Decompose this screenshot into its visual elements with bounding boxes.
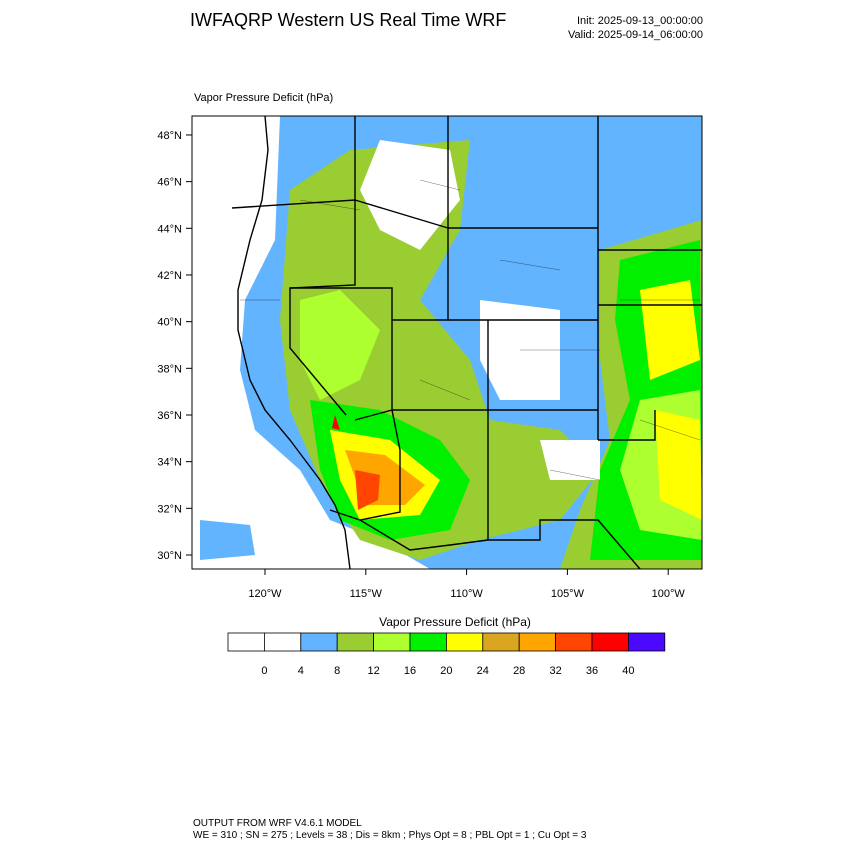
- colorbar-label: 16: [404, 665, 416, 677]
- colorbar-label: 20: [440, 665, 452, 677]
- lat-label: 38°N: [157, 363, 182, 375]
- colorbar-box: [373, 632, 411, 652]
- lat-label: 46°N: [157, 177, 182, 189]
- lat-label: 34°N: [157, 457, 182, 469]
- colorbar-label: 36: [586, 665, 598, 677]
- colorbar-label: 32: [549, 665, 561, 677]
- lon-label: 100°W: [652, 588, 686, 600]
- title: IWFAQRP Western US Real Time WRF: [190, 10, 506, 30]
- map-label: Vapor Pressure Deficit (hPa): [194, 92, 333, 104]
- lat-label: 30°N: [157, 550, 182, 562]
- colorbar-label: 40: [622, 665, 634, 677]
- colorbar-box: [263, 632, 302, 652]
- colorbar-box: [555, 632, 593, 652]
- map-field: [192, 116, 702, 569]
- colorbar-box: [518, 632, 557, 652]
- lat-label: 36°N: [157, 410, 182, 422]
- init-time: Init: 2025-09-13_00:00:00: [577, 15, 703, 27]
- lat-label: 32°N: [157, 503, 182, 515]
- colorbar-label: 4: [298, 665, 304, 677]
- lat-label: 40°N: [157, 317, 182, 329]
- colorbar: 0 4 8 12 16 20 24 28 32 36 40: [227, 632, 666, 677]
- lat-label: 48°N: [157, 130, 182, 142]
- colorbar-box: [227, 632, 265, 652]
- colorbar-box: [482, 632, 520, 652]
- colorbar-box: [591, 632, 629, 652]
- lon-label: 105°W: [551, 588, 585, 600]
- colorbar-box: [336, 632, 375, 652]
- lon-label: 120°W: [248, 588, 282, 600]
- lat-label: 42°N: [157, 270, 182, 282]
- colorbar-box: [409, 632, 447, 652]
- colorbar-label: 8: [334, 665, 340, 677]
- colorbar-title: Vapor Pressure Deficit (hPa): [379, 615, 531, 629]
- colorbar-label: 12: [367, 665, 379, 677]
- colorbar-label: 28: [513, 665, 525, 677]
- colorbar-label: 0: [261, 665, 267, 677]
- colorbar-label: 24: [477, 665, 489, 677]
- footer-line: OUTPUT FROM WRF V4.6.1 MODEL: [193, 818, 362, 829]
- colorbar-box: [300, 632, 338, 652]
- lat-label: 44°N: [157, 223, 182, 235]
- colorbar-box: [445, 632, 484, 652]
- colorbar-box: [628, 632, 666, 652]
- map-ticks: 30°N 32°N 34°N 36°N 38°N 40°N 42°N 44°N 46°N 48°N…: [157, 130, 685, 600]
- map-frame: [191, 115, 703, 570]
- valid-time: Valid: 2025-09-14_06:00:00: [568, 29, 703, 41]
- lon-label: 115°W: [350, 588, 383, 600]
- footer-line: WE = 310 ; SN = 275 ; Levels = 38 ; Dis …: [193, 830, 587, 841]
- lon-label: 110°W: [450, 588, 483, 600]
